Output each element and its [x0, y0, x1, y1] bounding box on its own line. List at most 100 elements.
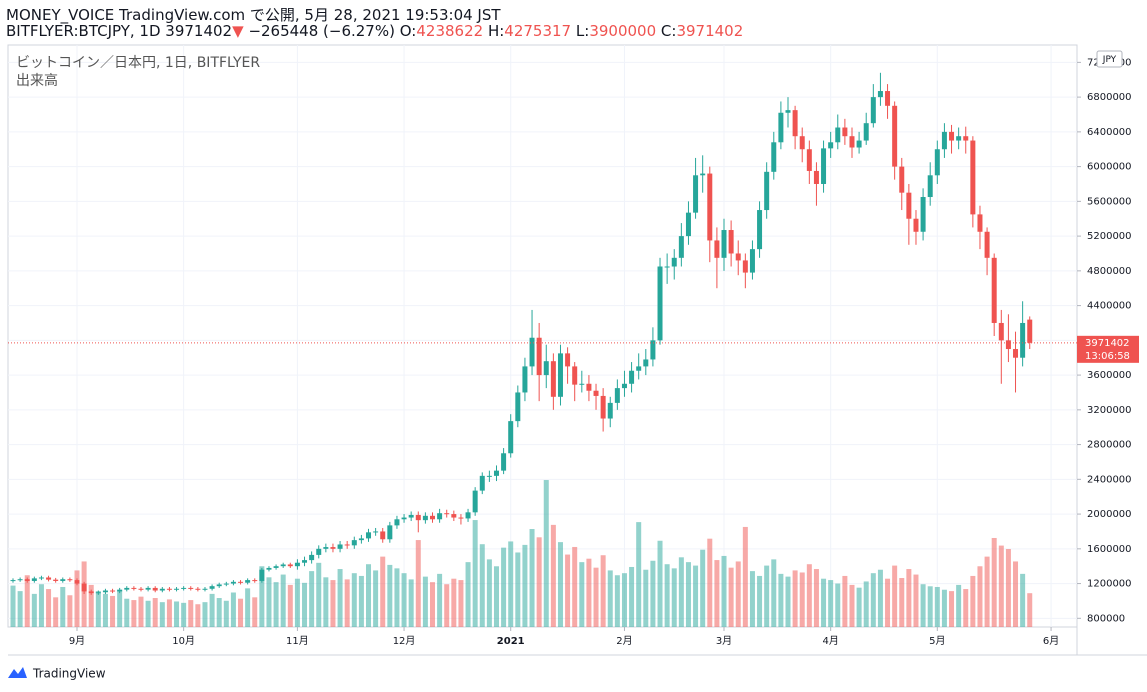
candle-body [700, 173, 706, 176]
candle-body [458, 517, 464, 519]
candle-body [607, 402, 613, 419]
volume-bar [920, 584, 926, 627]
candle-body [508, 421, 514, 454]
candle-body [216, 584, 222, 587]
last-price-box [1077, 335, 1139, 363]
candle-body [209, 586, 215, 589]
volume-bar [394, 568, 400, 627]
candle-body [970, 140, 976, 215]
candle-body [138, 588, 144, 590]
candle-body [110, 590, 116, 592]
volume-bar [963, 589, 969, 627]
candle-body [949, 131, 955, 141]
logo-icon [8, 667, 27, 678]
candle-body [38, 577, 44, 579]
volume-bar [671, 568, 677, 627]
candle-body [963, 136, 969, 141]
candle-body [415, 514, 421, 521]
candle-body [828, 142, 834, 149]
candle-body [543, 361, 549, 376]
volume-bar [842, 575, 848, 627]
volume-bar [714, 560, 720, 627]
volume-bar [543, 480, 549, 627]
candle-body [245, 580, 251, 583]
candles [8, 72, 1077, 595]
volume-bar [707, 538, 713, 627]
volume-bar [813, 569, 819, 627]
candle-body [437, 513, 443, 520]
volume-bar [81, 561, 87, 627]
y-tick-label: 5200000 [1087, 231, 1132, 242]
candle-body [956, 136, 962, 141]
y-tick-label: 2000000 [1087, 509, 1132, 520]
candle-body [671, 257, 677, 267]
y-tick-label: 4400000 [1087, 301, 1132, 312]
volume-bar [380, 556, 386, 627]
candle-body [629, 370, 635, 384]
y-tick-label: 3200000 [1087, 405, 1132, 416]
candle-body [1013, 349, 1019, 358]
close-value: 3971402 [676, 22, 744, 40]
candle-body [330, 547, 336, 549]
candle-body [380, 531, 386, 540]
candle-body [188, 587, 194, 589]
y-tick-label: 3600000 [1087, 370, 1132, 381]
candle-body [764, 171, 770, 211]
candle-body [430, 515, 435, 520]
volume-bar [458, 580, 464, 627]
candle-body [394, 519, 400, 526]
candle-body [707, 173, 713, 241]
x-tick-label: 5月 [929, 635, 945, 647]
candle-body [181, 587, 187, 589]
candle-body [46, 577, 52, 580]
volume-bar [984, 556, 990, 627]
volume-bar [159, 602, 165, 627]
candle-body [899, 166, 905, 193]
candle-body [387, 525, 393, 540]
volume-bar [728, 567, 734, 627]
candle-body [643, 359, 649, 367]
volume-bar [102, 593, 108, 627]
candle-body [735, 253, 741, 261]
volume-bar [252, 597, 258, 627]
candle-body [95, 592, 101, 594]
volume-bar [330, 580, 336, 627]
volume-bar [181, 602, 187, 627]
candle-body [444, 513, 450, 515]
candle-body [664, 266, 670, 268]
candle-body [323, 547, 329, 549]
volume-bar [550, 524, 556, 627]
candle-body [266, 567, 272, 570]
volume-bar [856, 587, 862, 627]
candle-body [351, 540, 357, 546]
candle-body [366, 532, 372, 539]
volume-bar [977, 566, 983, 627]
x-tick-label: 4月 [822, 635, 838, 647]
volume-bar [721, 555, 727, 627]
volume-bar [778, 573, 784, 627]
volume-bar [885, 578, 891, 627]
volume-bar [465, 562, 471, 627]
volume-bar [693, 565, 699, 627]
volume-bar [493, 566, 499, 627]
candle-body [17, 579, 23, 581]
candle-body [557, 353, 563, 397]
candle-body [202, 588, 208, 590]
candle-body [401, 517, 407, 520]
open-value: 4238622 [416, 22, 484, 40]
y-tick-label: 4800000 [1087, 266, 1132, 277]
volume-bar [366, 564, 372, 627]
candle-body [1020, 322, 1026, 358]
volume-bar [309, 571, 315, 627]
candle-body [742, 260, 748, 273]
volume-bar [749, 571, 755, 627]
candle-body [785, 110, 791, 113]
candle-body [678, 236, 684, 258]
volume-bar [486, 559, 492, 627]
candle-body [757, 210, 763, 250]
volume-bar [685, 562, 691, 627]
volume-bar [678, 557, 684, 627]
volume-bar [508, 541, 514, 627]
candle-body [501, 453, 507, 471]
volume-bar [998, 545, 1004, 627]
